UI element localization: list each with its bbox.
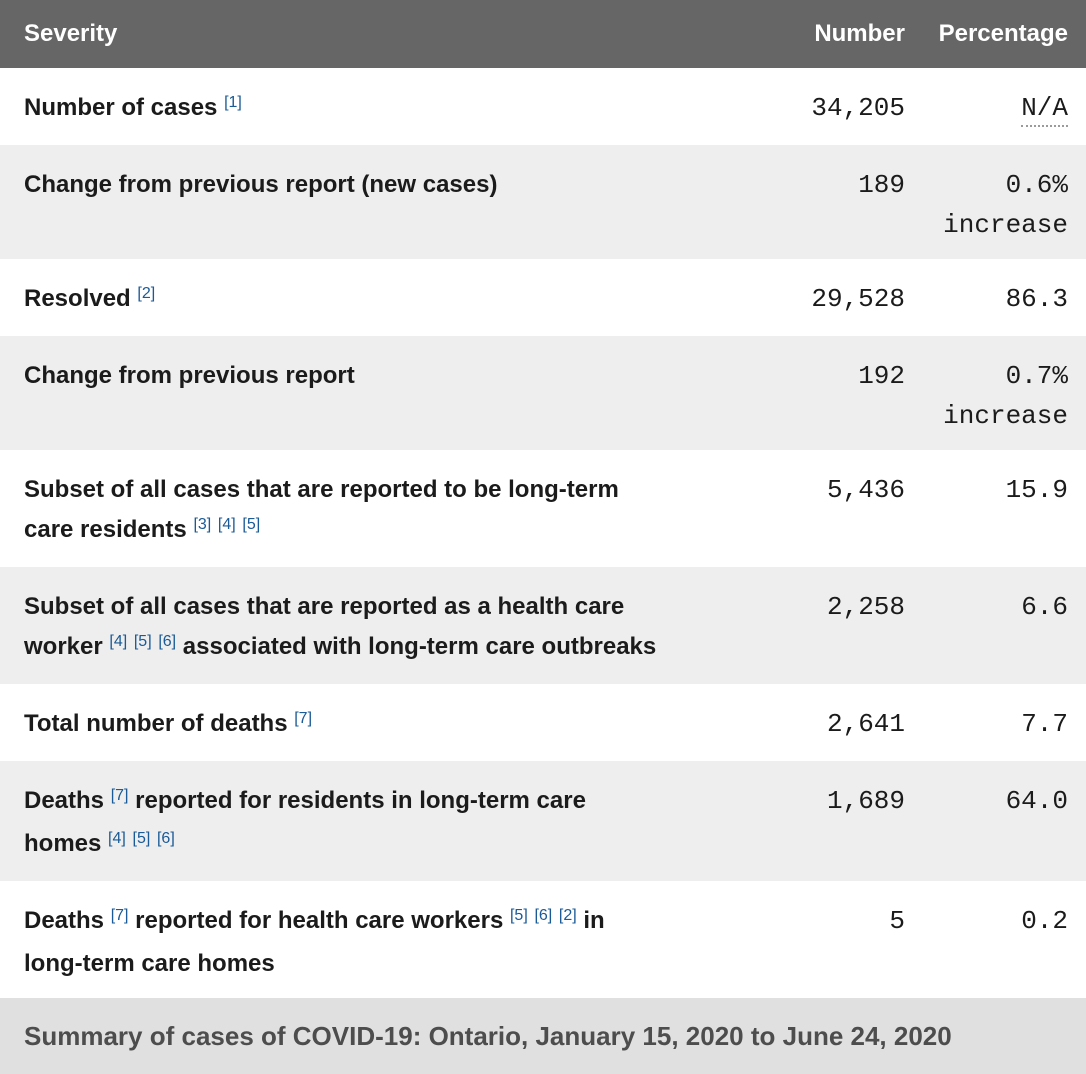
footnote-link[interactable]: [5] (133, 633, 152, 650)
percentage-cell: N/A (905, 68, 1086, 145)
footnote-link[interactable]: [2] (558, 907, 577, 924)
table-caption: Summary of cases of COVID-19: Ontario, J… (0, 998, 1086, 1074)
table-row: Number of cases [1] 34,205 N/A (0, 68, 1086, 145)
footnote-link[interactable]: [6] (534, 907, 553, 924)
table-row: Total number of deaths [7] 2,641 7.7 (0, 684, 1086, 761)
number-cell: 2,641 (826, 709, 905, 739)
footnote-link[interactable]: [1] (224, 94, 242, 111)
severity-cell: Subset of all cases that are reported to… (24, 476, 619, 543)
footnote-link[interactable]: [4] (109, 633, 128, 650)
percentage-cell: 0.2 (1021, 906, 1068, 936)
number-cell: 2,258 (826, 592, 905, 622)
percentage-cell: 86.3 (1005, 284, 1068, 314)
caption-row: Summary of cases of COVID-19: Ontario, J… (0, 998, 1086, 1074)
column-header-percentage: Percentage (905, 0, 1086, 68)
number-cell: 1,689 (826, 786, 905, 816)
percentage-cell: 64.0 (1005, 786, 1068, 816)
table-body: Number of cases [1] 34,205 N/A Change from … (0, 68, 1086, 998)
footnote-link[interactable]: [3] (193, 516, 212, 533)
percentage-cell: 0.7% increase (943, 361, 1068, 431)
number-cell: 29,528 (811, 284, 905, 314)
severity-cell: Deaths [7] reported for residents in lon… (24, 787, 586, 857)
footnote-link[interactable]: [5] (509, 907, 528, 924)
severity-cell: Deaths [7] reported for health care work… (24, 907, 605, 977)
table-row: Subset of all cases that are reported to… (0, 450, 1086, 567)
not-applicable-abbr: N/A (1021, 93, 1068, 127)
footnote-link[interactable]: [6] (158, 633, 177, 650)
footnote-link[interactable]: [4] (217, 516, 236, 533)
number-cell: 189 (858, 170, 905, 200)
table-row: Change from previous report (new cases) 1… (0, 145, 1086, 259)
percentage-cell: 6.6 (1021, 592, 1068, 622)
table-row: Change from previous report 192 0.7% incre… (0, 336, 1086, 450)
number-cell: 5,436 (826, 475, 905, 505)
column-header-severity: Severity (0, 0, 730, 68)
table-footer: Summary of cases of COVID-19: Ontario, J… (0, 998, 1086, 1074)
severity-cell: Change from previous report (24, 362, 355, 389)
table-row: Resolved [2] 29,528 86.3 (0, 259, 1086, 336)
footnote-link[interactable]: [2] (137, 285, 156, 302)
column-header-number: Number (730, 0, 905, 68)
footnote-link[interactable]: [5] (132, 830, 151, 847)
table-row: Subset of all cases that are reported as… (0, 567, 1086, 684)
footnote-link[interactable]: [7] (110, 907, 129, 924)
number-cell: 5 (889, 906, 905, 936)
percentage-cell: 15.9 (1005, 475, 1068, 505)
table-row: Deaths [7] reported for health care work… (0, 881, 1086, 998)
number-cell: 34,205 (811, 93, 905, 123)
severity-cell: Total number of deaths [7] (24, 710, 313, 737)
severity-cell: Change from previous report (new cases) (24, 171, 498, 198)
footnote-link[interactable]: [5] (242, 516, 261, 533)
footnote-link[interactable]: [6] (156, 830, 175, 847)
footnote-link[interactable]: [7] (110, 787, 129, 804)
table-row: Deaths [7] reported for residents in lon… (0, 761, 1086, 881)
severity-cell: Number of cases [1] (24, 94, 242, 121)
percentage-cell: 0.6% increase (943, 170, 1068, 240)
severity-cell: Resolved [2] (24, 285, 156, 312)
table-header: Severity Number Percentage (0, 0, 1086, 68)
percentage-cell: 7.7 (1021, 709, 1068, 739)
severity-cell: Subset of all cases that are reported as… (24, 593, 657, 660)
header-row: Severity Number Percentage (0, 0, 1086, 68)
footnote-link[interactable]: [7] (294, 710, 313, 727)
footnote-link[interactable]: [4] (108, 830, 126, 847)
number-cell: 192 (858, 361, 905, 391)
